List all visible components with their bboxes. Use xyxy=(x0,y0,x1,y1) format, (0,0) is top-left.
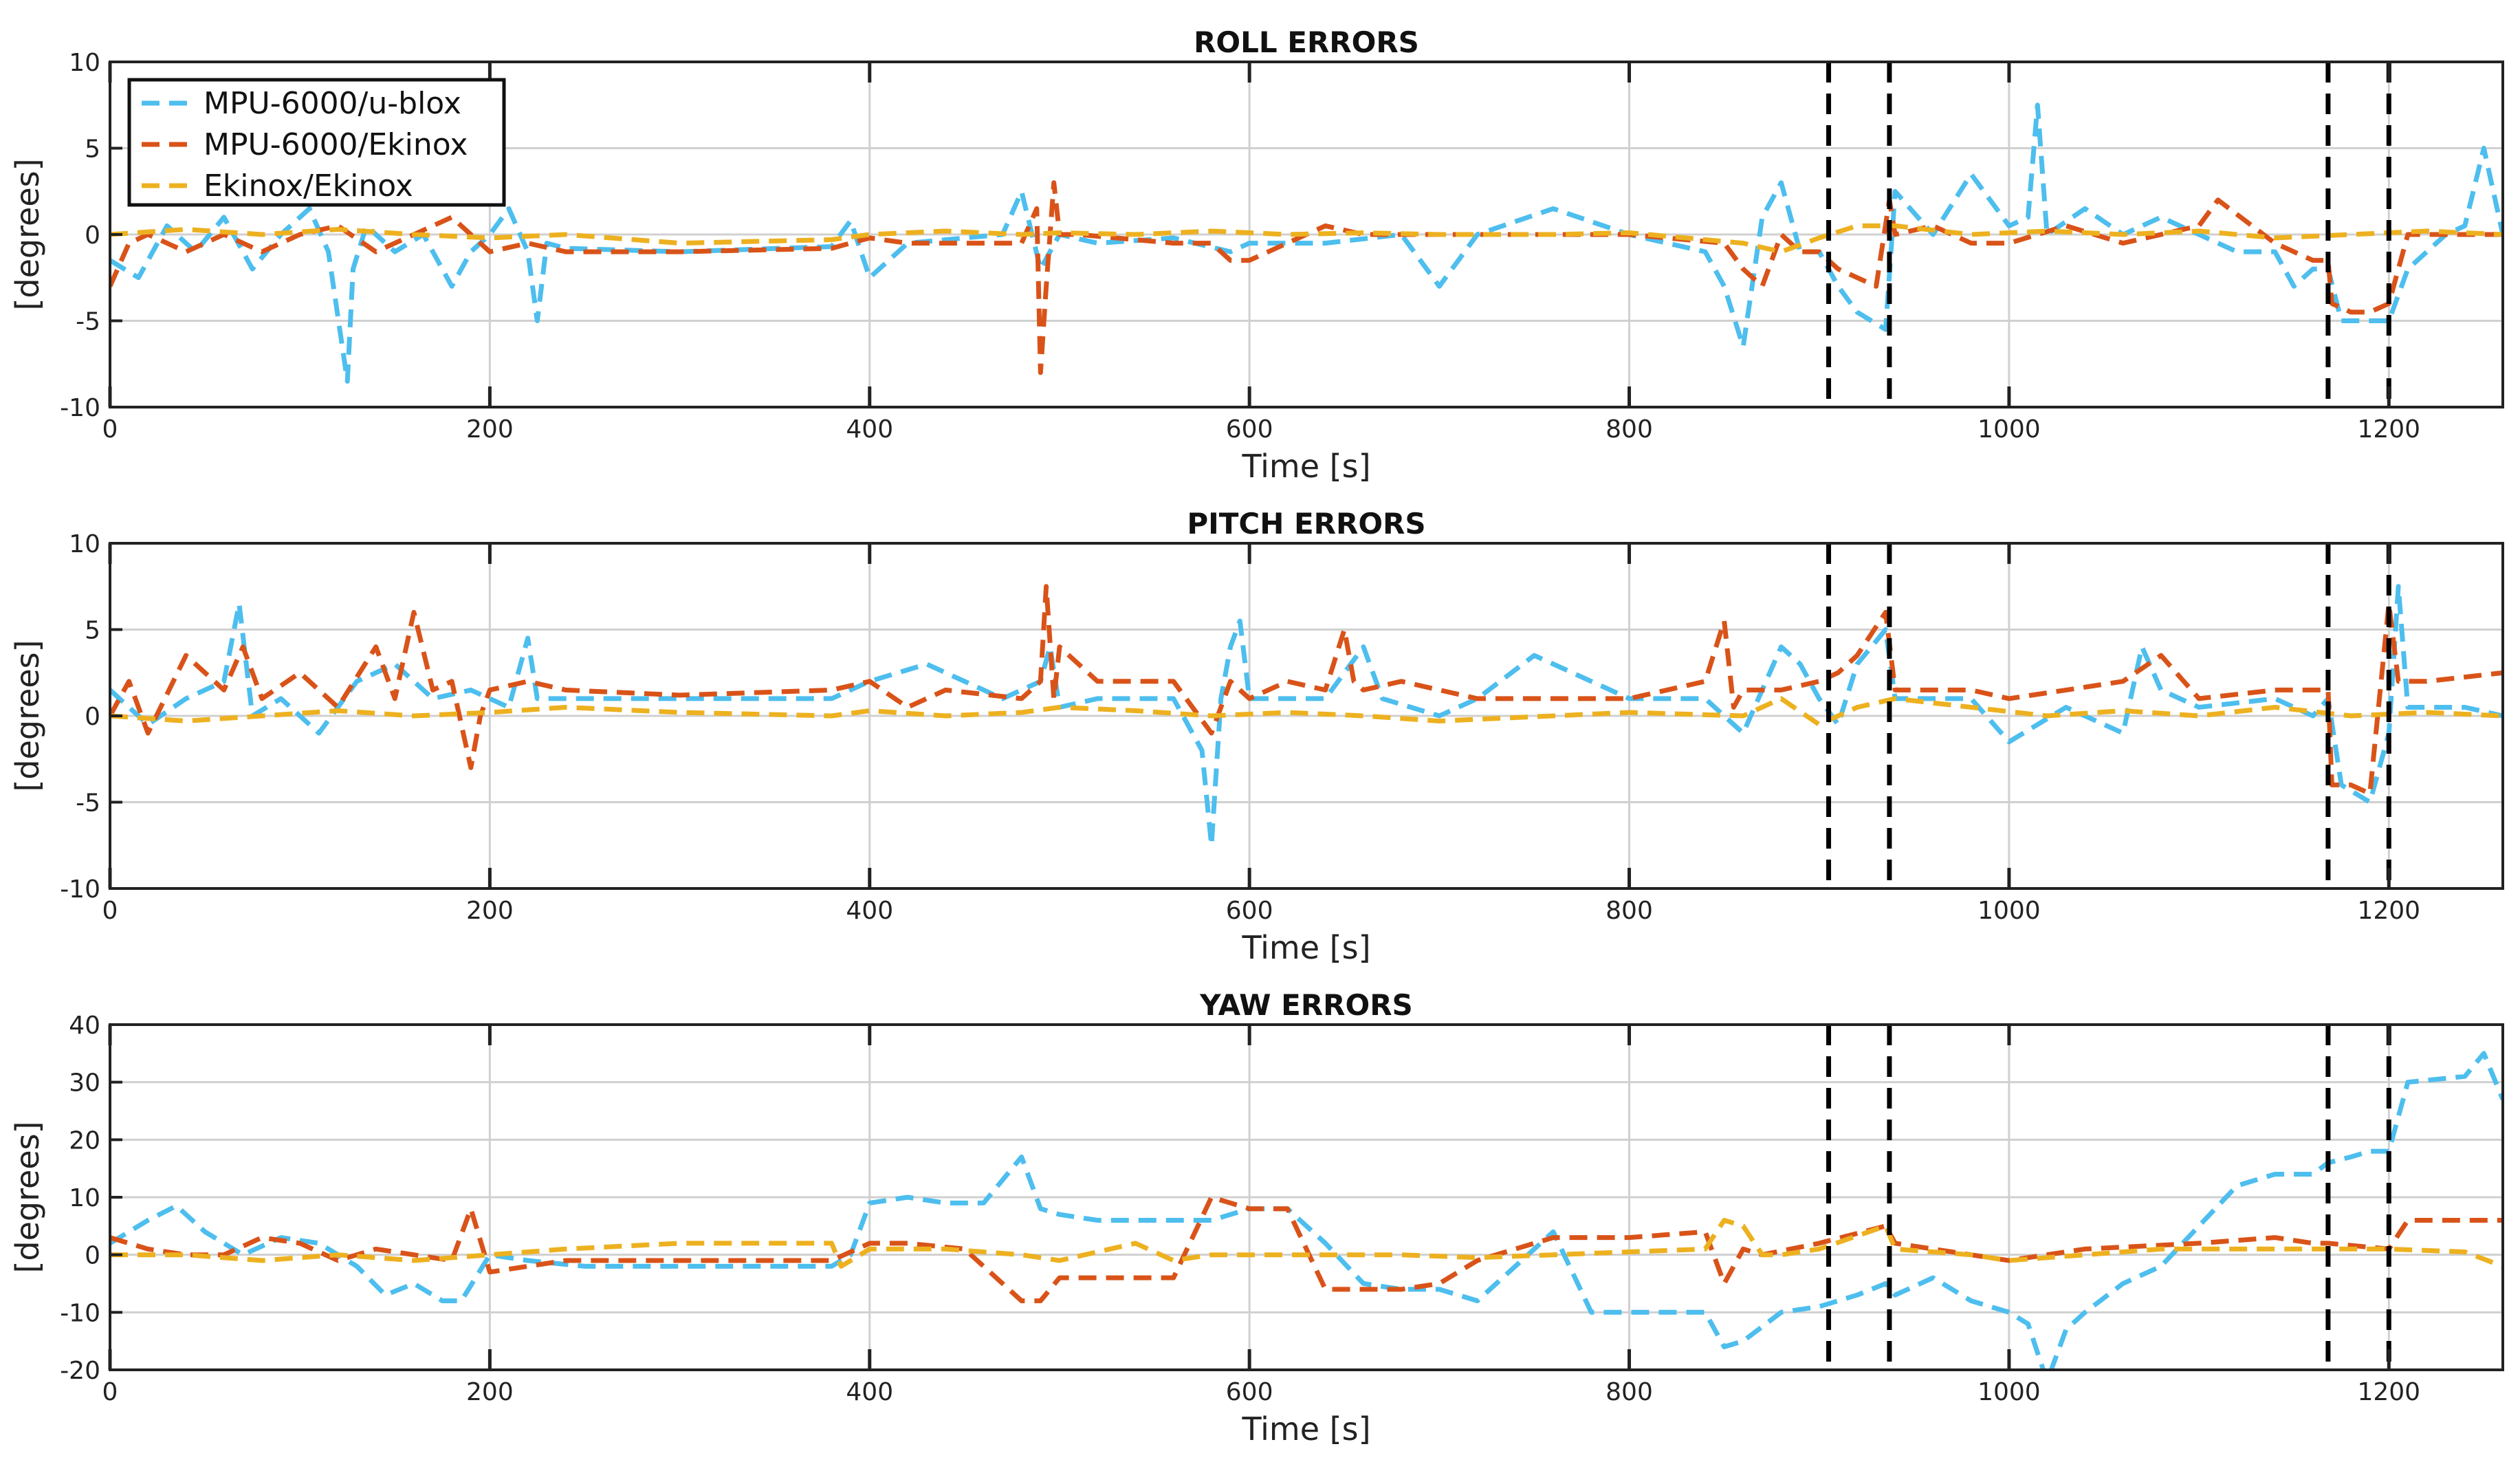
x-axis-label: Time [s] xyxy=(1241,448,1370,485)
y-tick-label: -20 xyxy=(60,1357,100,1385)
x-tick-label: 800 xyxy=(1606,1378,1653,1406)
series-line-ekinox_mpu xyxy=(110,1194,2503,1304)
x-tick-label: 1000 xyxy=(1977,415,2041,444)
plot-title: PITCH ERRORS xyxy=(1187,507,1425,541)
y-tick-label: 0 xyxy=(85,703,100,731)
y-tick-label: 10 xyxy=(69,1184,100,1212)
legend: MPU-6000/u-blox MPU-6000/Ekinox Ekinox/Eki… xyxy=(127,78,506,207)
y-axis-label: [degrees] xyxy=(9,640,46,792)
y-tick-label: 0 xyxy=(85,1242,100,1270)
roll-errors-plot: 0 200 400 600 800 1000 1200 -10 -5 0 5 10 ROLL ERROR… xyxy=(9,25,2504,485)
series-line-ekinox xyxy=(110,223,2503,254)
series-line-ublox xyxy=(110,102,2503,384)
x-tick-label: 200 xyxy=(466,1378,514,1406)
legend-label: MPU-6000/u-blox xyxy=(204,86,461,121)
y-axis-label: [degrees] xyxy=(9,1121,46,1273)
plot-title: ROLL ERRORS xyxy=(1194,25,1419,59)
series-line-ekinox_mpu xyxy=(110,584,2503,796)
x-tick-label: 1000 xyxy=(1977,897,2041,925)
plot-title: YAW ERRORS xyxy=(1199,988,1413,1022)
series-line-ekinox xyxy=(110,1218,2503,1269)
x-tick-label: 800 xyxy=(1606,897,1653,925)
y-axis-label: [degrees] xyxy=(9,158,46,310)
y-tick-label: 20 xyxy=(69,1126,100,1155)
x-tick-label: 800 xyxy=(1606,415,1653,444)
legend-box xyxy=(127,78,506,207)
x-tick-label: 400 xyxy=(846,415,893,444)
y-tick-label: 30 xyxy=(69,1069,100,1098)
series-group xyxy=(110,1051,2503,1370)
y-tick-label: 5 xyxy=(85,617,100,645)
y-tick-label: -10 xyxy=(60,875,100,904)
y-tick-label: -5 xyxy=(76,789,100,818)
series-line-ekinox xyxy=(110,696,2503,727)
y-tick-label: 40 xyxy=(69,1012,100,1040)
x-tick-label: 400 xyxy=(846,1378,893,1406)
x-tick-label: 1200 xyxy=(2357,1378,2420,1406)
x-tick-label: 200 xyxy=(466,897,514,925)
x-tick-label: 600 xyxy=(1226,1378,1273,1406)
series-line-ublox xyxy=(110,584,2503,848)
pitch-errors-plot: 0 200 400 600 800 1000 1200 -10 -5 0 5 10 PITCH ERRO… xyxy=(9,507,2504,966)
x-tick-label: 1000 xyxy=(1977,1378,2041,1406)
x-tick-label: 0 xyxy=(102,897,118,925)
x-tick-label: 600 xyxy=(1226,897,1273,925)
x-tick-label: 1200 xyxy=(2357,897,2420,925)
x-tick-label: 600 xyxy=(1226,415,1273,444)
legend-label: MPU-6000/Ekinox xyxy=(204,127,468,162)
y-tick-label: -10 xyxy=(60,1299,100,1327)
x-tick-label: 0 xyxy=(102,1378,118,1406)
series-line-ublox xyxy=(110,1051,2503,1370)
x-tick-label: 200 xyxy=(466,415,514,444)
y-tick-label: 0 xyxy=(85,221,100,250)
y-tick-label: 10 xyxy=(69,49,100,77)
y-tick-label: 10 xyxy=(69,530,100,558)
series-group xyxy=(110,102,2503,384)
x-axis-label: Time [s] xyxy=(1241,1410,1370,1448)
series-line-ekinox_mpu xyxy=(110,180,2503,375)
yaw-errors-plot: 0 200 400 600 800 1000 1200 -20 -10 0 10 20 30 40 YAW … xyxy=(9,988,2504,1448)
y-tick-label: 5 xyxy=(85,135,100,164)
series-group xyxy=(110,584,2503,848)
x-tick-label: 0 xyxy=(102,415,118,444)
x-tick-label: 400 xyxy=(846,897,893,925)
x-tick-label: 1200 xyxy=(2357,415,2420,444)
x-axis-label: Time [s] xyxy=(1241,929,1370,966)
y-tick-label: -10 xyxy=(60,394,100,422)
legend-label: Ekinox/Ekinox xyxy=(204,168,413,204)
y-tick-label: -5 xyxy=(76,308,100,336)
